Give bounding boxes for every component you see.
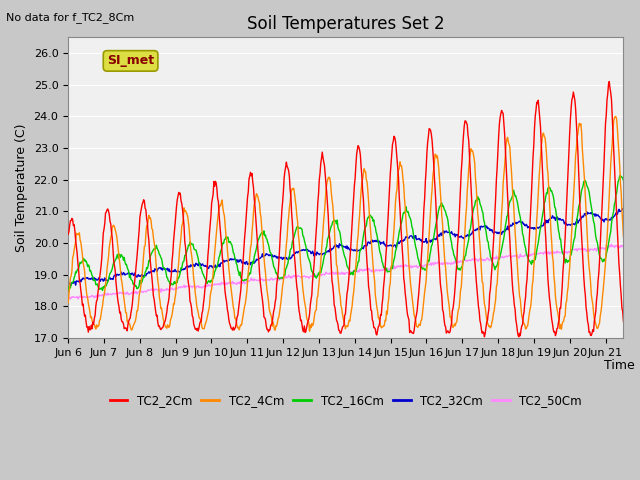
Legend: TC2_2Cm, TC2_4Cm, TC2_16Cm, TC2_32Cm, TC2_50Cm: TC2_2Cm, TC2_4Cm, TC2_16Cm, TC2_32Cm, TC… [105, 389, 587, 411]
Title: Soil Temperatures Set 2: Soil Temperatures Set 2 [247, 15, 445, 33]
Y-axis label: Soil Temperature (C): Soil Temperature (C) [15, 123, 28, 252]
X-axis label: Time: Time [604, 359, 634, 372]
Text: SI_met: SI_met [107, 54, 154, 67]
Text: No data for f_TC2_8Cm: No data for f_TC2_8Cm [6, 12, 134, 23]
